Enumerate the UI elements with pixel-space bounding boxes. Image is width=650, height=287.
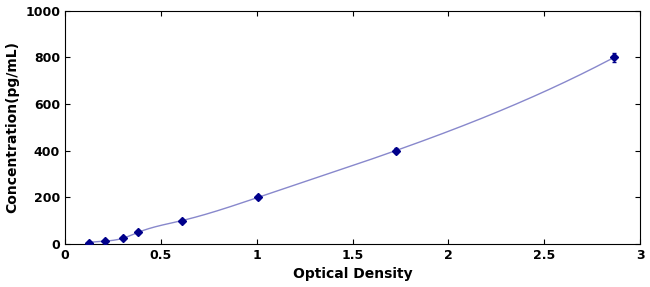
- Y-axis label: Concentration(pg/mL): Concentration(pg/mL): [6, 41, 20, 213]
- X-axis label: Optical Density: Optical Density: [292, 267, 412, 282]
